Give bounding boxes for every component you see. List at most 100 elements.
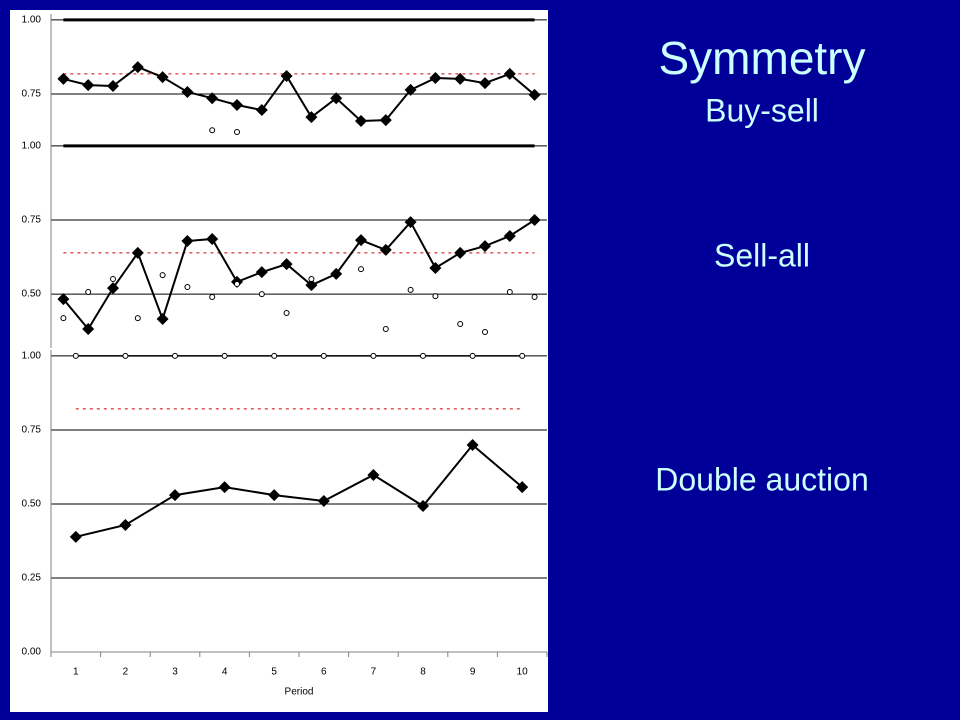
diamond-marker: [454, 72, 467, 85]
circle-marker: [60, 315, 67, 322]
y-tick-label: 0.75: [22, 89, 42, 100]
diamond-marker: [367, 468, 380, 481]
diamond-marker: [429, 72, 442, 85]
circle-marker: [110, 275, 116, 282]
diamond-marker: [479, 77, 491, 90]
circle-marker: [407, 286, 414, 293]
x-axis-label: Period: [285, 687, 314, 698]
diamond-marker: [280, 69, 293, 82]
circle-marker: [172, 352, 178, 359]
diamond-marker: [379, 114, 392, 127]
diamond-marker: [82, 323, 95, 336]
slide-title: Symmetry: [659, 32, 866, 84]
diamond-marker: [305, 279, 318, 292]
diamond-marker: [69, 530, 82, 543]
circle-marker: [184, 283, 191, 290]
diamond-marker: [280, 258, 293, 271]
circle-marker: [358, 266, 364, 273]
circle-marker: [159, 272, 166, 279]
x-tick-label: 10: [517, 667, 529, 678]
diamond-marker: [305, 111, 318, 124]
y-tick-label: 0.75: [22, 425, 42, 436]
diamond-marker: [317, 495, 330, 507]
circle-marker: [209, 127, 216, 134]
diamond-marker: [57, 293, 70, 306]
diamond-marker: [119, 518, 132, 531]
x-tick-label: 1: [73, 667, 79, 678]
circle-marker: [122, 352, 129, 359]
section-label: Sell-all: [714, 237, 810, 273]
circle-marker: [234, 281, 240, 287]
diamond-marker: [417, 500, 429, 513]
circle-marker: [482, 329, 488, 335]
diamond-marker: [503, 230, 516, 242]
circle-marker: [134, 315, 141, 322]
diamond-marker: [181, 235, 194, 248]
circle-marker: [271, 352, 278, 359]
y-tick-label: 1.00: [22, 15, 42, 26]
diamond-marker: [206, 92, 219, 105]
diamond-marker: [181, 85, 194, 98]
diamond-marker: [379, 243, 392, 256]
circle-marker: [209, 294, 216, 301]
diamond-marker: [528, 88, 541, 101]
x-tick-label: 7: [371, 667, 377, 678]
circle-marker: [308, 275, 315, 282]
diamond-marker: [131, 246, 144, 259]
section-label: Double auction: [655, 461, 868, 497]
diamond-marker: [231, 99, 243, 112]
x-tick-label: 4: [222, 667, 228, 678]
x-tick-label: 9: [470, 667, 476, 678]
y-tick-label: 0.00: [22, 647, 42, 658]
circle-marker: [85, 289, 92, 295]
diamond-marker: [330, 267, 343, 280]
circle-marker: [370, 352, 377, 359]
circle-marker: [432, 293, 439, 300]
y-tick-label: 1.00: [22, 141, 42, 152]
diamond-marker: [131, 61, 144, 74]
diamond-marker: [355, 234, 367, 247]
y-tick-label: 0.25: [22, 573, 42, 584]
diamond-marker: [330, 92, 343, 105]
circle-marker: [382, 326, 389, 333]
diamond-marker: [255, 104, 268, 117]
circle-marker: [420, 352, 426, 359]
diamond-marker: [429, 262, 442, 274]
diamond-marker: [57, 72, 70, 85]
diamond-marker: [169, 489, 181, 502]
x-tick-label: 8: [420, 667, 426, 678]
chart-panel: [10, 10, 548, 712]
series-line: [75, 443, 523, 538]
diamond-marker: [255, 266, 268, 279]
circle-marker: [320, 352, 327, 359]
circle-marker: [531, 294, 538, 301]
diamond-marker: [218, 481, 231, 494]
diamond-marker: [355, 115, 367, 128]
circle-marker: [72, 352, 79, 359]
diamond-marker: [82, 79, 95, 92]
circle-marker: [519, 352, 526, 359]
circle-marker: [221, 352, 228, 359]
diamond-marker: [466, 439, 479, 452]
diamond-marker: [454, 246, 467, 259]
y-tick-label: 0.50: [22, 499, 42, 510]
circle-marker: [234, 128, 240, 135]
y-tick-label: 1.00: [22, 351, 42, 362]
diamond-marker: [206, 232, 219, 245]
x-tick-label: 5: [271, 667, 277, 678]
diamond-marker: [156, 71, 169, 84]
x-tick-label: 3: [172, 667, 178, 678]
circle-marker: [469, 352, 476, 359]
y-tick-label: 0.75: [22, 215, 42, 226]
diamond-marker: [404, 216, 417, 229]
diamond-marker: [516, 481, 529, 494]
diamond-marker: [528, 214, 541, 226]
diamond-marker: [404, 83, 417, 96]
x-tick-label: 2: [123, 667, 129, 678]
diamond-marker: [268, 489, 281, 502]
circle-marker: [283, 310, 290, 317]
diamond-marker: [107, 282, 119, 295]
diamond-marker: [503, 67, 516, 80]
circle-marker: [457, 321, 464, 327]
